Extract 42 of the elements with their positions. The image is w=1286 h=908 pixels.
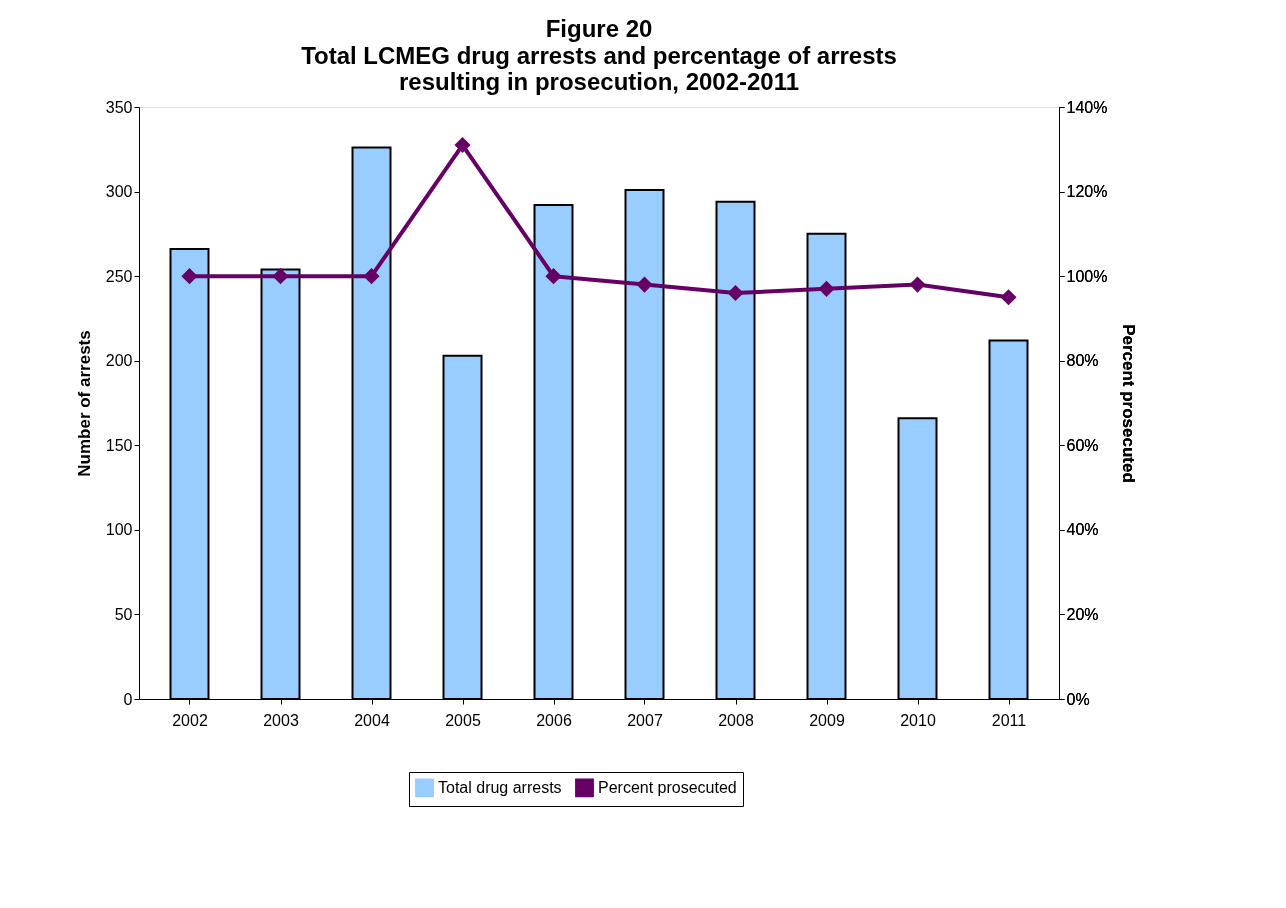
point [181,268,198,285]
point [727,285,744,302]
y-tick-label: 100 [105,521,133,539]
y2-tick-label: 80% [1066,352,1099,370]
y2-tick-label: 120% [1066,183,1108,201]
x-tick-label: 2004 [354,711,390,729]
x-tick-label: 2006 [536,711,572,729]
y-tick-label: 50 [114,605,133,623]
y2-axis-title: Percent prosecuted [1119,324,1139,483]
y2-tick-label: 20% [1066,605,1099,623]
x-tick-label: 2011 [991,711,1027,729]
y2-tick-label: 0% [1066,690,1090,708]
y2-tick-label: 100% [1066,267,1108,285]
y2-tick-label: 140% [1066,98,1108,116]
point [272,268,289,285]
point [545,268,562,285]
y-axis-title: Number of arrests [74,330,94,477]
point [363,268,380,285]
y2-tick-label: 40% [1066,521,1099,539]
x-tick-label: 2010 [900,711,936,729]
x-tick-label: 2005 [445,711,481,729]
x-tick-label: 2002 [172,711,208,729]
point [909,276,926,293]
y-tick-label: 150 [105,436,133,454]
y-tick-label: 200 [105,352,133,370]
y-tick-label: 350 [105,98,133,116]
chart-subtitle: Total LCMEG drug arrests and percentage of arrests resulting in prosecution, 2002-2011 [301,42,897,95]
y2-tick-label: 60% [1066,436,1099,454]
point [818,280,835,297]
point [636,276,653,293]
x-tick-label: 2003 [263,711,299,729]
point [1000,289,1017,306]
chart-title: Figure 20 [545,15,653,42]
y-tick-label: 300 [105,183,133,201]
legend-label: Total drug arrests [438,778,562,796]
x-tick-label: 2009 [809,711,845,729]
y-tick-label: 250 [105,267,133,285]
y-tick-label: 0 [123,690,133,708]
x-tick-label: 2008 [718,711,754,729]
x-tick-label: 2007 [627,711,663,729]
point [454,137,471,154]
legend-label: Percent prosecuted [598,778,737,796]
